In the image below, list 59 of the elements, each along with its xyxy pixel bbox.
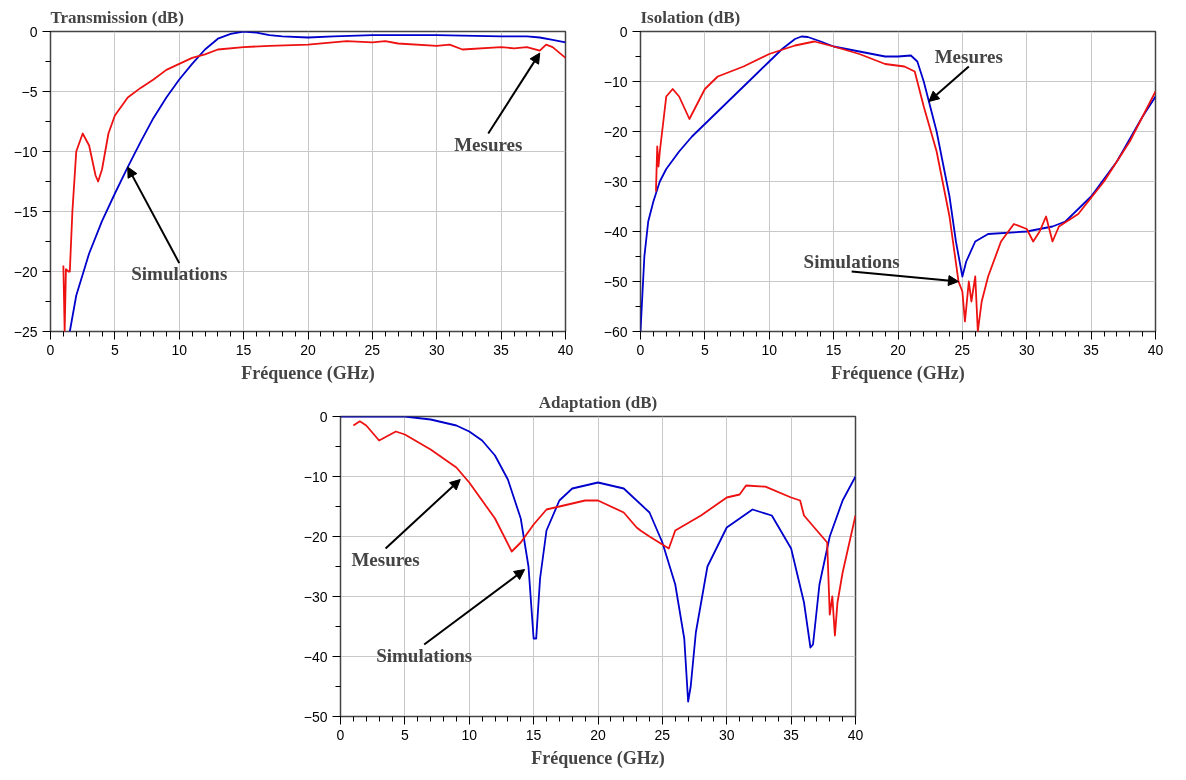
y-tick-label: −10 — [603, 73, 628, 90]
y-tick-label: −20 — [603, 123, 628, 140]
chart-title: Isolation (dB) — [640, 7, 741, 27]
line-series — [352, 420, 856, 637]
x-tick-label: 35 — [1083, 341, 1100, 358]
x-tick-label: 35 — [783, 726, 800, 743]
annotation: Simulations — [131, 263, 228, 285]
y-tick-label: −10 — [13, 143, 38, 160]
y-tick-label: −5 — [21, 83, 38, 100]
annotation: Mesures — [454, 133, 523, 155]
y-tick-label: −50 — [303, 708, 328, 725]
x-tick-label: 15 — [825, 341, 842, 358]
annotation: Mesures — [351, 548, 420, 570]
x-tick-label: 20 — [300, 341, 316, 358]
x-tick-label: 35 — [493, 341, 510, 358]
x-axis-title: Fréquence (GHz) — [241, 362, 375, 384]
x-tick-label: 10 — [171, 341, 188, 358]
y-tick-label: −40 — [303, 648, 328, 665]
x-tick-label: 10 — [461, 726, 478, 743]
annotation: Simulations — [803, 250, 900, 272]
x-tick-label: 40 — [847, 726, 864, 743]
y-tick-label: −50 — [603, 273, 628, 290]
y-tick-label: −15 — [13, 203, 38, 220]
x-tick-label: 0 — [336, 726, 345, 743]
x-tick-label: 5 — [700, 341, 709, 358]
chart-title: Adaptation (dB) — [538, 392, 658, 412]
y-tick-label: 0 — [319, 408, 328, 425]
x-tick-label: 25 — [954, 341, 971, 358]
chart-title: Transmission (dB) — [50, 7, 184, 27]
x-tick-label: 15 — [235, 341, 252, 358]
x-tick-label: 30 — [718, 726, 735, 743]
y-tick-label: −40 — [603, 223, 628, 240]
y-tick-label: −20 — [303, 528, 328, 545]
x-tick-label: 25 — [364, 341, 381, 358]
x-tick-label: 5 — [400, 726, 409, 743]
x-tick-label: 40 — [1147, 341, 1164, 358]
y-tick-label: −60 — [603, 323, 628, 340]
x-tick-label: 25 — [654, 726, 671, 743]
y-tick-label: −10 — [303, 468, 328, 485]
y-tick-label: 0 — [619, 23, 628, 40]
x-tick-label: 40 — [557, 341, 574, 358]
x-tick-label: 10 — [761, 341, 778, 358]
y-tick-label: 0 — [29, 23, 38, 40]
x-tick-label: 20 — [890, 341, 906, 358]
y-tick-label: −30 — [603, 173, 628, 190]
x-axis-title: Fréquence (GHz) — [531, 747, 665, 769]
x-tick-label: 15 — [525, 726, 542, 743]
x-tick-label: 5 — [110, 341, 119, 358]
x-tick-label: 30 — [428, 341, 445, 358]
annotation: Simulations — [376, 644, 473, 666]
x-tick-label: 0 — [636, 341, 645, 358]
annotation: Mesures — [934, 45, 1003, 67]
x-tick-label: 0 — [46, 341, 55, 358]
y-tick-label: −30 — [303, 588, 328, 605]
x-tick-label: 30 — [1018, 341, 1035, 358]
x-tick-label: 20 — [590, 726, 606, 743]
y-tick-label: −25 — [13, 323, 38, 340]
y-tick-label: −20 — [13, 263, 38, 280]
x-axis-title: Fréquence (GHz) — [831, 362, 965, 384]
